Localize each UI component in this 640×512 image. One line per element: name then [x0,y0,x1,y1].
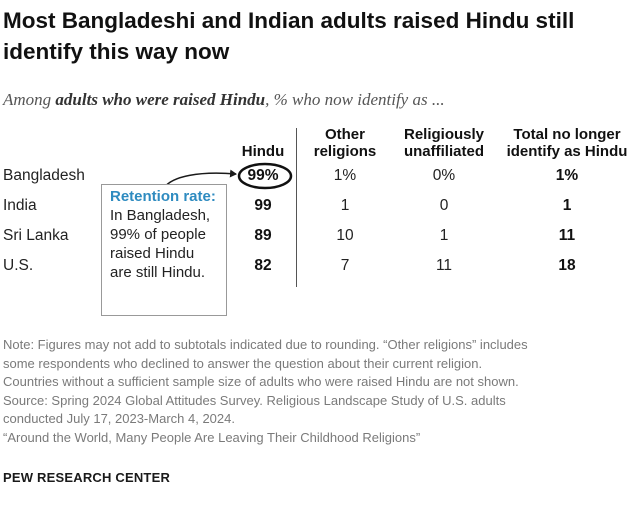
cell-sri-lanka-total: 11 [558,227,576,244]
header-hindu-text: Hindu [241,143,285,160]
brand-logo-text: PEW RESEARCH CENTER [3,470,171,485]
source-line: conducted July 17, 2023-March 4, 2024. [3,411,235,426]
column-divider [296,128,297,287]
cell-bangladesh-hindu: 99% [247,167,279,184]
header-other-religions: Other religions [300,126,390,160]
cell-us-hindu: 82 [254,257,272,274]
source-line: Source: Spring 2024 Global Attitudes Sur… [3,392,506,408]
cell-india-unaffiliated: 0 [439,197,449,214]
header-unaff-line2: unaffiliated [403,143,484,160]
cell-india-total: 1 [562,197,572,214]
callout-text: In Bangladesh, 99% of people raised Hind… [110,207,211,281]
report-title-line: “Around the World, Many People Are Leavi… [3,429,421,445]
cell-india-other: 1 [340,197,350,214]
callout-lead: Retention rate: [110,188,216,205]
cell-us-total: 18 [558,257,576,274]
cell-bangladesh-total: 1% [555,167,579,184]
chart-subtitle: Among adults who were raised Hindu, % wh… [3,90,445,110]
header-total-line2: identify as Hindu [506,143,628,160]
header-unaffiliated: Religiously unaffiliated [388,126,500,160]
subtitle-prefix: Among [3,90,56,109]
note-line: Countries without a sufficient sample si… [3,374,519,389]
cell-bangladesh-unaffiliated: 0% [432,167,456,184]
cell-bangladesh-other: 1% [333,167,357,184]
row-label-india: India [3,197,37,214]
row-label-sri-lanka: Sri Lanka [3,227,69,244]
header-total-line1: Total no longer [513,126,621,143]
row-label-us: U.S. [3,257,34,274]
chart-note: Note: Figures may not add to subtotals i… [3,336,637,447]
cell-sri-lanka-hindu: 89 [254,227,272,244]
chart-title: Most Bangladeshi and Indian adults raise… [3,8,575,64]
row-label-bangladesh: Bangladesh [3,167,85,184]
cell-us-other: 7 [340,257,350,274]
retention-callout: Retention rate: In Bangladesh, 99% of pe… [101,184,227,316]
header-total-no-longer: Total no longer identify as Hindu [494,126,640,160]
cell-sri-lanka-other: 10 [336,227,354,244]
subtitle-emphasis: adults who were raised Hindu [55,90,266,109]
header-unaff-line1: Religiously [403,126,485,143]
header-other-line1: Other [324,126,365,143]
header-other-line2: religions [313,143,377,160]
subtitle-suffix: , % who now identify as ... [265,90,445,109]
note-line: some respondents who declined to answer … [3,355,483,371]
note-line: Note: Figures may not add to subtotals i… [3,337,528,352]
header-hindu: Hindu [235,143,291,160]
cell-india-hindu: 99 [254,197,272,214]
cell-us-unaffiliated: 11 [435,257,453,274]
cell-sri-lanka-unaffiliated: 1 [439,227,449,244]
highlight-ring [237,162,293,190]
